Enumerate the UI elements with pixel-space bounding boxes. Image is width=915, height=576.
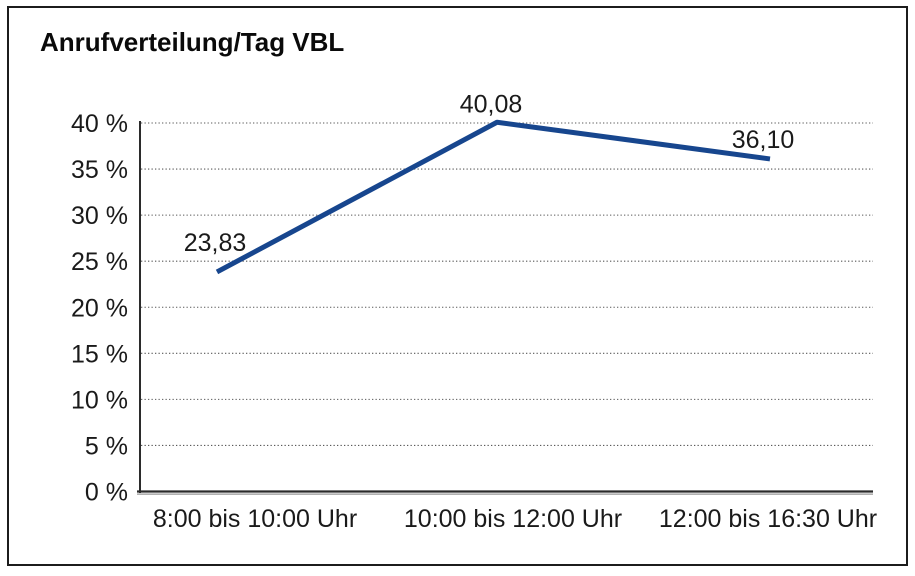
y-axis-tick-label: 35 %: [71, 156, 128, 184]
chart-border: [7, 6, 908, 566]
y-axis-tick-label: 0 %: [85, 479, 128, 507]
data-point-label: 40,08: [460, 90, 523, 118]
y-axis-tick-label: 15 %: [71, 340, 128, 368]
y-axis-tick-label: 5 %: [85, 432, 128, 460]
y-axis-tick-label: 25 %: [71, 248, 128, 276]
x-axis-category-label: 8:00 bis 10:00 Uhr: [153, 505, 357, 533]
y-axis-tick-label: 40 %: [71, 110, 128, 138]
data-series-line: [215, 119, 771, 275]
y-axis-tick-label: 30 %: [71, 202, 128, 230]
y-axis-tick-label: 20 %: [71, 294, 128, 322]
data-point-label: 23,83: [184, 229, 247, 257]
x-axis-category-label: 12:00 bis 16:30 Uhr: [659, 505, 877, 533]
y-axis-tick-label: 10 %: [71, 386, 128, 414]
chart-title: Anrufverteilung/Tag VBL: [40, 27, 345, 57]
data-point-label: 36,10: [732, 126, 795, 154]
x-axis-category-label: 10:00 bis 12:00 Uhr: [404, 505, 622, 533]
